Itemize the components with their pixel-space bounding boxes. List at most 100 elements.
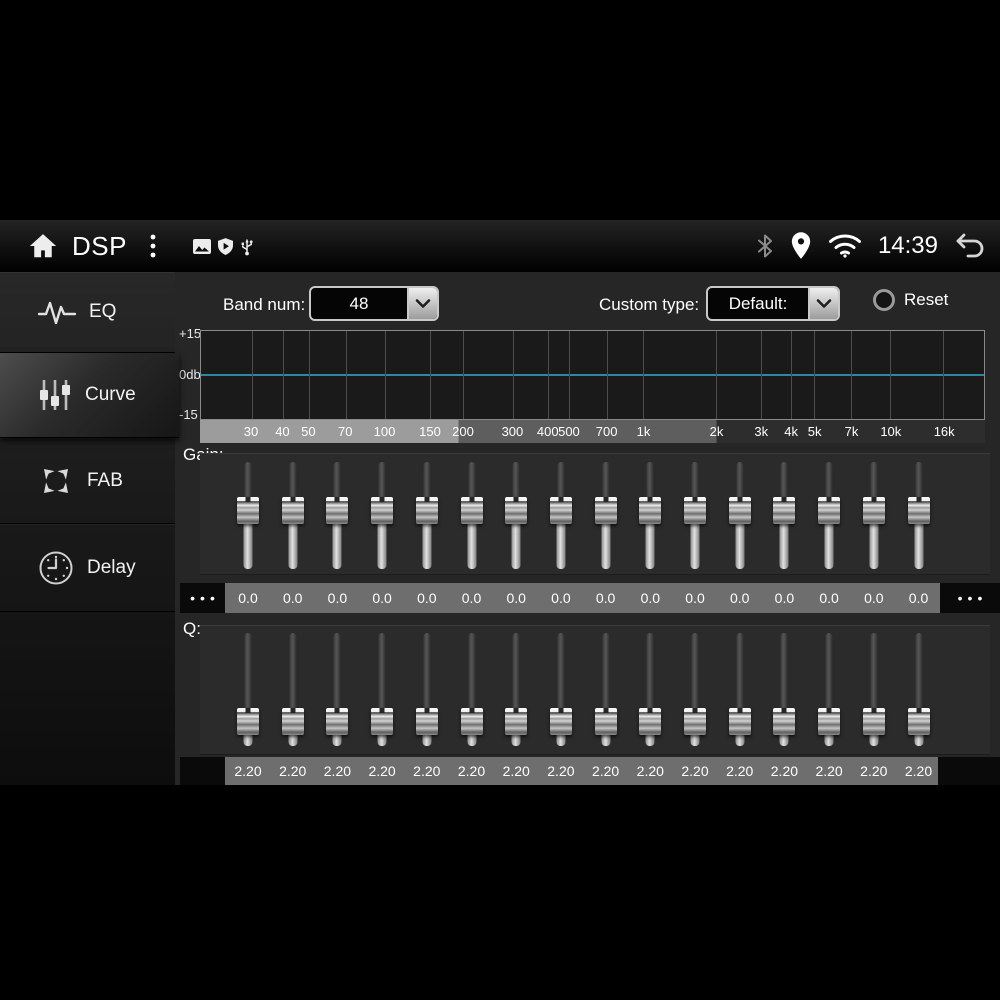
slider-thumb[interactable]	[684, 497, 706, 525]
slider-thumb[interactable]	[237, 497, 259, 525]
frequency-axis-scrollbar[interactable]: 30 40 50 70 100 150 200 300 400 500 700 1k 2k 3k 4k 5k 7…	[200, 420, 985, 443]
q-band-slider[interactable]	[226, 626, 270, 754]
q-band-slider[interactable]	[897, 626, 941, 754]
slider-thumb[interactable]	[862, 497, 885, 525]
grid-line	[512, 331, 514, 419]
slider-thumb[interactable]	[460, 497, 483, 525]
slider-thumb[interactable]	[460, 707, 483, 735]
slider-thumb[interactable]	[639, 497, 662, 525]
slider-thumb[interactable]	[862, 707, 885, 735]
slider-thumb[interactable]	[237, 707, 259, 735]
gain-band-slider[interactable]	[539, 454, 583, 574]
slider-track-lower	[735, 521, 745, 569]
slider-thumb[interactable]	[281, 707, 304, 735]
gain-band-slider[interactable]	[494, 454, 538, 574]
q-band-slider[interactable]	[718, 626, 762, 754]
freq-tick-label: 500	[558, 424, 580, 439]
grid-line	[890, 331, 892, 419]
slider-thumb[interactable]	[907, 497, 930, 525]
slider-thumb[interactable]	[371, 497, 394, 525]
photo-icon	[192, 238, 211, 254]
q-band-slider[interactable]	[494, 626, 538, 754]
slider-thumb[interactable]	[549, 707, 572, 735]
gain-band-value: 0.0	[819, 590, 839, 606]
slider-thumb[interactable]	[415, 707, 438, 735]
slider-thumb[interactable]	[326, 707, 349, 735]
band-num-label: Band num:	[223, 295, 306, 314]
sidebar-item-curve[interactable]: Curve	[0, 353, 179, 438]
home-icon[interactable]	[28, 231, 58, 261]
slider-track-lower	[690, 521, 700, 569]
gain-band-slider[interactable]	[852, 454, 896, 574]
gain-band-slider[interactable]	[628, 454, 672, 574]
q-band-slider[interactable]	[405, 626, 449, 754]
q-band-slider[interactable]	[271, 626, 315, 754]
gain-scroll-left-button[interactable]: •••	[180, 583, 225, 613]
gain-band-slider[interactable]	[271, 454, 315, 574]
q-band-slider[interactable]	[539, 626, 583, 754]
custom-type-select[interactable]: Default:	[706, 286, 840, 321]
slider-thumb[interactable]	[728, 707, 751, 735]
gain-band-slider[interactable]	[450, 454, 494, 574]
back-icon[interactable]	[954, 232, 986, 260]
reset-radio[interactable]	[873, 289, 895, 311]
custom-type-label: Custom type:	[599, 295, 700, 314]
chevron-down-icon	[808, 288, 838, 319]
slider-track-lower	[332, 731, 342, 746]
band-num-select[interactable]: 48	[309, 286, 439, 321]
sidebar: EQ Curve	[0, 272, 179, 785]
gain-band-slider[interactable]	[718, 454, 762, 574]
status-bar-right: 14:39	[756, 232, 986, 260]
sidebar-item-fab[interactable]: FAB	[0, 438, 175, 524]
freq-tick-label: 30	[243, 424, 259, 439]
slider-track-lower	[601, 731, 611, 746]
q-band-slider[interactable]	[360, 626, 404, 754]
slider-thumb[interactable]	[371, 707, 394, 735]
slider-thumb[interactable]	[594, 707, 617, 735]
clock: 14:39	[877, 232, 938, 259]
q-band-slider[interactable]	[450, 626, 494, 754]
gain-band-slider[interactable]	[315, 454, 359, 574]
slider-thumb[interactable]	[505, 497, 528, 525]
slider-thumb[interactable]	[684, 707, 706, 735]
slider-thumb[interactable]	[818, 707, 841, 735]
gain-band-slider[interactable]	[226, 454, 270, 574]
gain-scroll-right-button[interactable]: •••	[940, 583, 1000, 613]
gain-band-slider[interactable]	[405, 454, 449, 574]
slider-thumb[interactable]	[773, 707, 796, 735]
sidebar-item-delay[interactable]: Delay	[0, 524, 175, 612]
q-band-value: 2.20	[413, 763, 441, 779]
gain-band-slider[interactable]	[897, 454, 941, 574]
gain-band-slider[interactable]	[807, 454, 851, 574]
slider-thumb[interactable]	[281, 497, 304, 525]
sidebar-item-eq[interactable]: EQ	[0, 272, 175, 353]
slider-thumb[interactable]	[773, 497, 796, 525]
overflow-menu-icon[interactable]	[149, 232, 157, 260]
slider-thumb[interactable]	[505, 707, 528, 735]
q-band-value: 2.20	[860, 763, 888, 779]
slider-thumb[interactable]	[818, 497, 841, 525]
gain-band-slider[interactable]	[360, 454, 404, 574]
q-band-slider[interactable]	[807, 626, 851, 754]
q-band-slider[interactable]	[315, 626, 359, 754]
slider-thumb[interactable]	[326, 497, 349, 525]
sliders-icon	[38, 378, 72, 412]
slider-thumb[interactable]	[415, 497, 438, 525]
q-band-slider[interactable]	[673, 626, 717, 754]
q-band-slider[interactable]	[628, 626, 672, 754]
gain-band-slider[interactable]	[762, 454, 806, 574]
slider-track-lower	[467, 731, 476, 746]
slider-thumb[interactable]	[907, 707, 930, 735]
gain-band-slider[interactable]	[584, 454, 628, 574]
slider-thumb[interactable]	[594, 497, 617, 525]
q-band-slider[interactable]	[584, 626, 628, 754]
slider-thumb[interactable]	[639, 707, 662, 735]
q-band-slider[interactable]	[852, 626, 896, 754]
slider-thumb[interactable]	[549, 497, 572, 525]
q-band-value: 2.20	[502, 763, 530, 779]
q-band-slider[interactable]	[762, 626, 806, 754]
status-bar-left: DSP	[28, 231, 254, 262]
sidebar-item-label: FAB	[87, 469, 123, 491]
slider-thumb[interactable]	[728, 497, 751, 525]
gain-band-slider[interactable]	[673, 454, 717, 574]
